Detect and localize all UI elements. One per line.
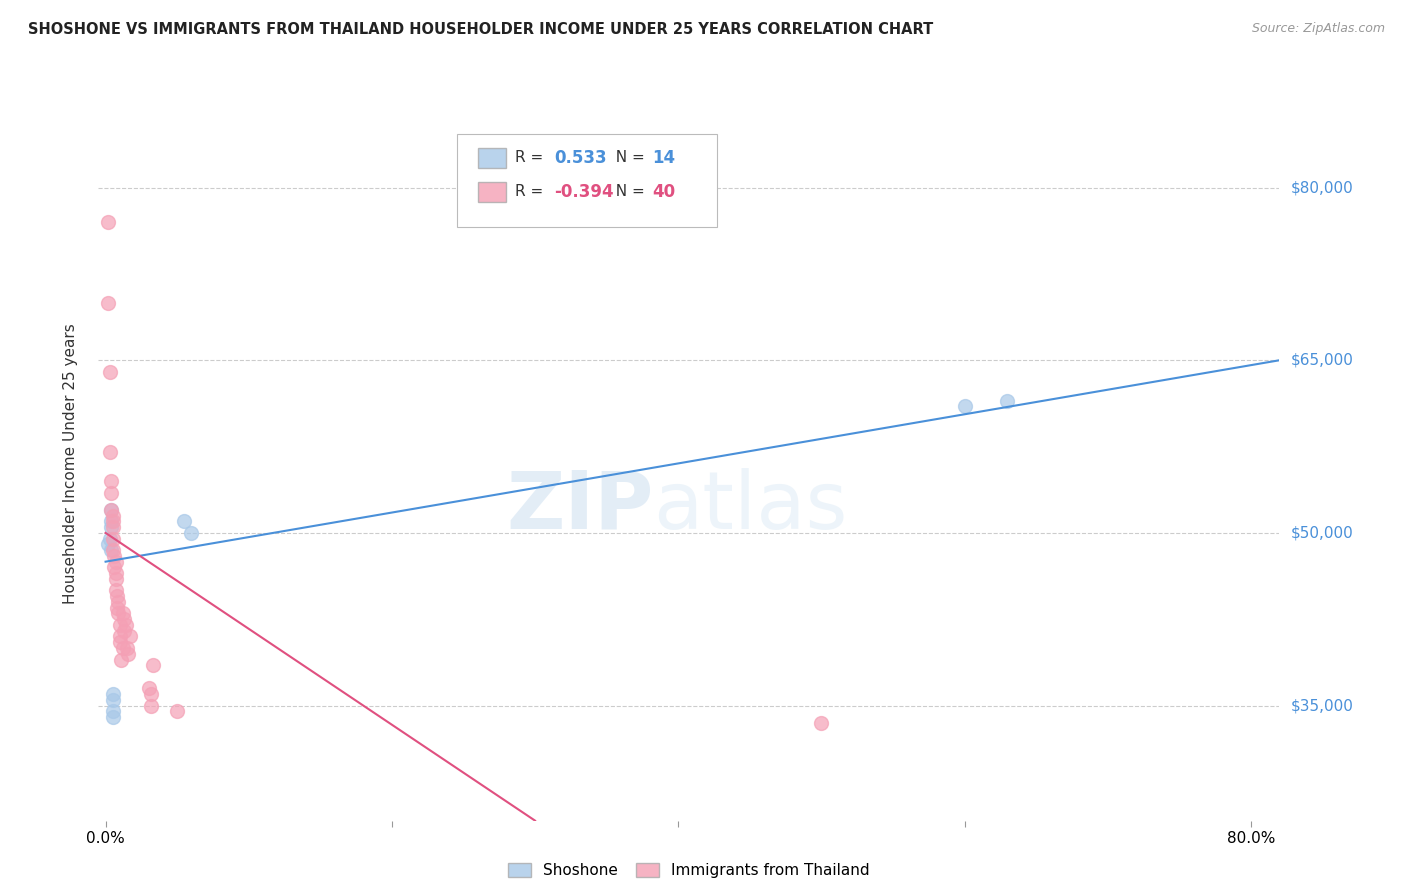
Point (98, 365, 121, 379)
Point (100, 520, 122, 534)
Text: SHOSHONE VS IMMIGRANTS FROM THAILAND HOUSEHOLDER INCOME UNDER 25 YEARS CORRELATI: SHOSHONE VS IMMIGRANTS FROM THAILAND HOU… (28, 22, 934, 37)
Point (112, 624, 135, 638)
Point (810, 715, 832, 730)
Point (100, 515, 122, 529)
Point (108, 635, 131, 649)
Point (107, 607, 129, 621)
Point (100, 503, 122, 517)
Point (104, 555, 127, 569)
Point (105, 600, 128, 615)
Point (107, 595, 129, 609)
Point (100, 485, 122, 500)
Point (142, 658, 165, 673)
Point (98, 445, 121, 459)
Text: 14: 14 (652, 149, 675, 167)
Point (166, 704, 188, 718)
Point (110, 652, 132, 666)
Point (100, 503, 122, 517)
Point (108, 618, 131, 632)
Text: $80,000: $80,000 (1291, 180, 1354, 195)
Text: 40: 40 (652, 183, 675, 201)
Point (115, 640, 138, 655)
Point (180, 525, 202, 540)
Legend: Shoshone, Immigrants from Thailand: Shoshone, Immigrants from Thailand (502, 857, 876, 884)
Text: -0.394: -0.394 (554, 183, 613, 201)
Point (101, 693, 124, 707)
Point (111, 607, 134, 621)
Point (141, 698, 163, 713)
Point (104, 566, 127, 581)
Point (104, 583, 127, 598)
Text: $50,000: $50,000 (1291, 525, 1354, 541)
Text: Source: ZipAtlas.com: Source: ZipAtlas.com (1251, 22, 1385, 36)
Point (101, 704, 124, 718)
Point (138, 681, 160, 696)
Text: N =: N = (606, 151, 650, 165)
Point (97, 295, 120, 310)
Point (98, 532, 121, 546)
Point (103, 549, 125, 563)
Point (101, 515, 124, 529)
Point (100, 543, 122, 558)
Text: R =: R = (515, 185, 548, 199)
Point (97, 537, 120, 551)
Point (101, 710, 124, 724)
Text: R =: R = (515, 151, 548, 165)
Point (101, 508, 124, 523)
Text: N =: N = (606, 185, 650, 199)
Point (105, 589, 128, 603)
Text: $65,000: $65,000 (1291, 352, 1354, 368)
Point (118, 630, 141, 644)
Point (103, 560, 125, 574)
Text: ZIP: ZIP (506, 467, 654, 546)
Text: $35,000: $35,000 (1291, 698, 1354, 713)
Point (101, 543, 124, 558)
Point (101, 687, 124, 701)
Point (141, 687, 163, 701)
Point (114, 618, 136, 632)
Y-axis label: Householder Income Under 25 years: Householder Income Under 25 years (63, 324, 77, 604)
Point (997, 393, 1019, 408)
Point (111, 640, 134, 655)
Point (112, 612, 135, 626)
Point (173, 515, 195, 529)
Point (953, 399, 976, 413)
Point (104, 572, 127, 586)
Point (101, 520, 124, 534)
Text: atlas: atlas (654, 467, 848, 546)
Point (108, 630, 131, 644)
Point (97, 215, 120, 229)
Point (101, 532, 124, 546)
Point (117, 647, 139, 661)
Text: 0.533: 0.533 (554, 149, 606, 167)
Point (100, 474, 122, 488)
